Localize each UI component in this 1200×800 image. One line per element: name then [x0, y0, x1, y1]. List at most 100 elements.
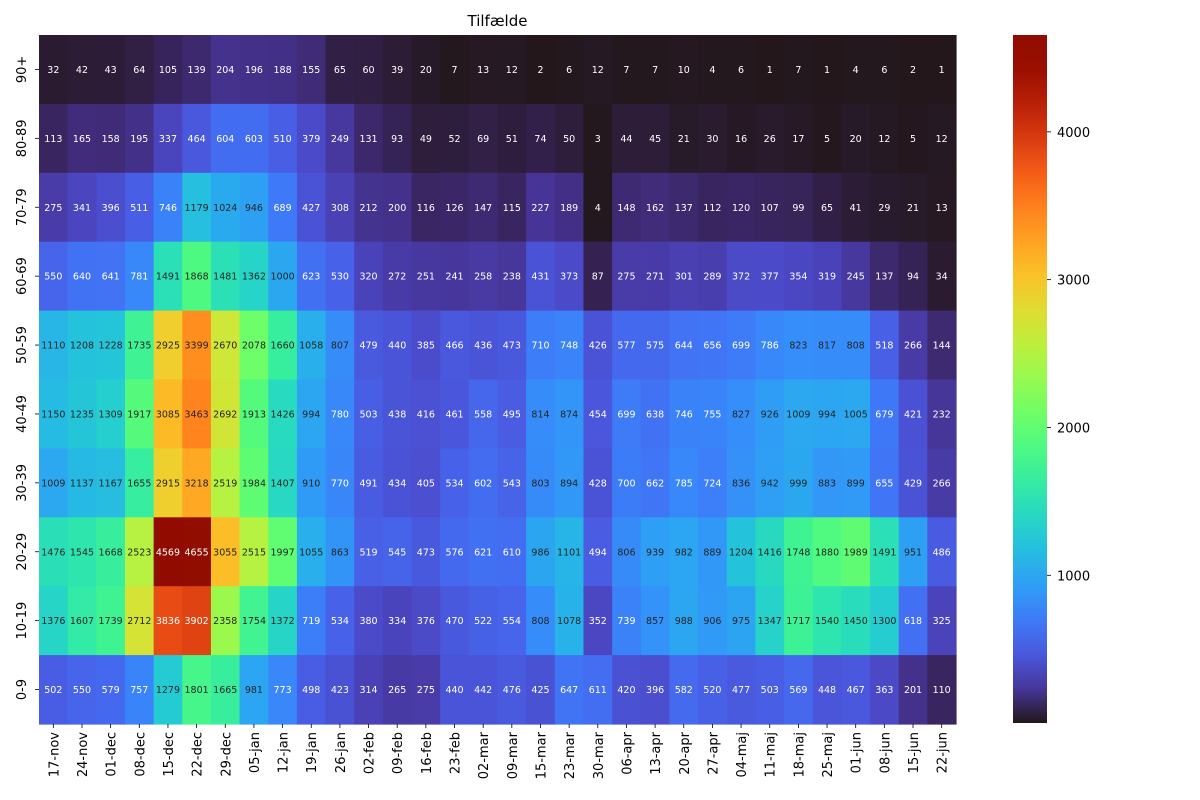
heatmap-cell — [96, 517, 126, 587]
heatmap-cell — [526, 517, 556, 587]
cell-value-label: 2915 — [156, 478, 180, 489]
heatmap-cell — [296, 655, 327, 725]
heatmap-cell — [296, 379, 327, 449]
cell-value-label: 2 — [910, 65, 916, 76]
heatmap-cell — [411, 310, 441, 381]
cell-value-label: 554 — [503, 616, 521, 627]
heatmap-cell — [440, 586, 470, 656]
heatmap-cell — [898, 310, 928, 381]
cell-value-label: 1739 — [99, 616, 123, 627]
cell-value-label: 188 — [274, 65, 292, 76]
heatmap-cell — [927, 35, 957, 105]
heatmap-cell — [182, 241, 212, 312]
heatmap-cell — [583, 517, 613, 587]
cell-value-label: 52 — [448, 134, 460, 145]
cell-value-label: 372 — [732, 272, 750, 283]
heatmap-cell — [640, 35, 671, 105]
cell-value-label: 808 — [531, 616, 549, 627]
cell-value-label: 757 — [130, 685, 148, 696]
cell-value-label: 139 — [188, 65, 206, 76]
cell-value-label: 550 — [44, 272, 62, 283]
cell-value-label: 1309 — [99, 409, 123, 420]
heatmap-cell — [870, 379, 900, 449]
cell-value-label: 894 — [560, 478, 578, 489]
cell-value-label: 10 — [678, 65, 690, 76]
cell-value-label: 1665 — [213, 685, 237, 696]
cell-value-label: 576 — [445, 547, 463, 558]
cell-value-label: 44 — [620, 134, 632, 145]
heatmap-cell — [153, 310, 183, 381]
cell-value-label: 1607 — [70, 616, 94, 627]
y-tick-label: 20-29 — [15, 533, 30, 571]
heatmap-cell — [812, 586, 842, 656]
heatmap-cell — [870, 586, 900, 656]
heatmap-cell — [468, 379, 499, 449]
heatmap-cell — [440, 310, 470, 381]
x-tick-label: 08-dec — [133, 732, 148, 777]
heatmap-cell — [526, 35, 556, 105]
heatmap-cell — [39, 172, 69, 243]
heatmap-cell — [354, 448, 384, 518]
heatmap-cell — [497, 35, 527, 105]
heatmap-cell — [268, 35, 298, 105]
x-tick-label: 19-jan — [305, 732, 320, 773]
heatmap-cell — [554, 379, 585, 449]
x-tick-label: 24-nov — [76, 732, 91, 777]
heatmap-cell — [182, 448, 212, 518]
cell-value-label: 373 — [560, 272, 578, 283]
heatmap-cell — [382, 241, 413, 312]
heatmap-cell — [440, 35, 470, 105]
heatmap-cell — [239, 517, 269, 587]
heatmap-cell — [39, 103, 69, 174]
heatmap-cell — [239, 241, 269, 312]
cell-value-label: 12 — [592, 65, 604, 76]
heatmap-cell — [841, 517, 871, 587]
cell-value-label: 131 — [359, 134, 377, 145]
x-tick-label: 29-dec — [219, 732, 234, 777]
heatmap-cell — [96, 655, 126, 725]
heatmap-cell — [698, 517, 728, 587]
cell-value-label: 495 — [503, 409, 521, 420]
heatmap-cell — [239, 103, 269, 174]
cell-value-label: 464 — [188, 134, 206, 145]
heatmap-cell — [812, 35, 842, 105]
heatmap-cell — [182, 655, 212, 725]
cell-value-label: 679 — [875, 409, 893, 420]
cell-value-label: 105 — [159, 65, 177, 76]
heatmap-cell — [898, 586, 928, 656]
heatmap-cell — [354, 241, 384, 312]
cell-value-label: 158 — [102, 134, 120, 145]
cell-value-label: 3836 — [156, 616, 180, 627]
heatmap-cell — [898, 448, 928, 518]
cell-value-label: 1300 — [872, 616, 896, 627]
cell-value-label: 1005 — [844, 409, 868, 420]
cell-value-label: 1735 — [127, 341, 151, 352]
cell-value-label: 376 — [417, 616, 435, 627]
cell-value-label: 196 — [245, 65, 263, 76]
heatmap-cell — [382, 103, 413, 174]
heatmap-cell — [268, 517, 298, 587]
heatmap-cell — [497, 448, 527, 518]
heatmap-cell — [870, 448, 900, 518]
cell-value-label: 212 — [359, 203, 377, 214]
heatmap-cell — [726, 35, 757, 105]
heatmap-cell — [755, 241, 785, 312]
cell-value-label: 69 — [477, 134, 489, 145]
cell-value-label: 238 — [503, 272, 521, 283]
cell-value-label: 1880 — [815, 547, 839, 558]
heatmap-cell — [468, 586, 499, 656]
heatmap-cell — [669, 655, 699, 725]
cell-value-label: 1481 — [213, 272, 237, 283]
cell-value-label: 3463 — [185, 409, 209, 420]
cell-value-label: 724 — [703, 478, 721, 489]
cell-value-label: 486 — [933, 547, 951, 558]
heatmap-cell — [583, 241, 613, 312]
y-tick-label: 60-69 — [15, 257, 30, 295]
cell-value-label: 543 — [503, 478, 521, 489]
cell-value-label: 545 — [388, 547, 406, 558]
cell-value-label: 137 — [875, 272, 893, 283]
cell-value-label: 494 — [589, 547, 607, 558]
cell-value-label: 12 — [878, 134, 890, 145]
heatmap-cell — [182, 35, 212, 105]
cell-value-label: 275 — [44, 203, 62, 214]
